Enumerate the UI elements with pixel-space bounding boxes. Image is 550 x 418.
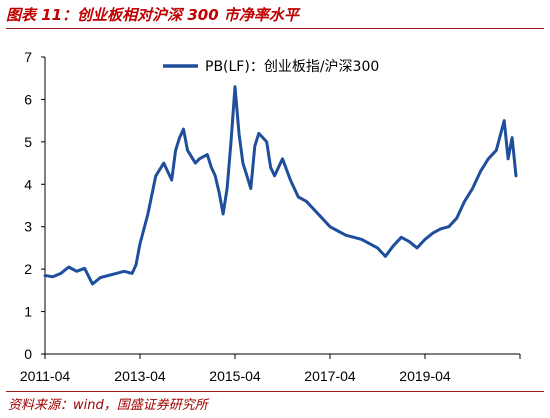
y-tick-label: 7 [24, 49, 32, 65]
y-tick-label: 4 [24, 176, 32, 192]
y-tick-label: 5 [24, 134, 32, 150]
x-tick-label: 2015-04 [209, 368, 261, 384]
chart-title: 图表 11：创业板相对沪深 300 市净率水平 [6, 6, 299, 24]
series-group [43, 85, 518, 286]
series-line [43, 85, 518, 286]
chart-axes [44, 57, 520, 355]
title-divider [6, 28, 544, 29]
y-tick-label: 3 [24, 219, 32, 235]
x-tick-label: 2017-04 [304, 368, 356, 384]
source-divider [6, 391, 544, 392]
y-tick-label: 6 [24, 91, 32, 107]
y-tick-label: 1 [24, 304, 32, 320]
chart-legend: PB(LF)：创业板指/沪深300 [163, 59, 379, 75]
y-tick-label: 0 [24, 346, 32, 362]
x-tick-label: 2013-04 [114, 368, 166, 384]
source-note: 资料来源：wind，国盛证券研究所 [8, 398, 208, 413]
x-tick-label: 2019-04 [399, 368, 451, 384]
legend-label: PB(LF)：创业板指/沪深300 [205, 59, 379, 75]
x-tick-label: 2011-04 [20, 368, 71, 384]
x-axis-ticks: 2011-04 2013-04 2015-04 2017-04 2019-04 [20, 354, 521, 384]
y-axis-ticks: 0 1 2 3 4 5 6 7 [24, 49, 45, 362]
y-tick-label: 2 [24, 261, 32, 277]
